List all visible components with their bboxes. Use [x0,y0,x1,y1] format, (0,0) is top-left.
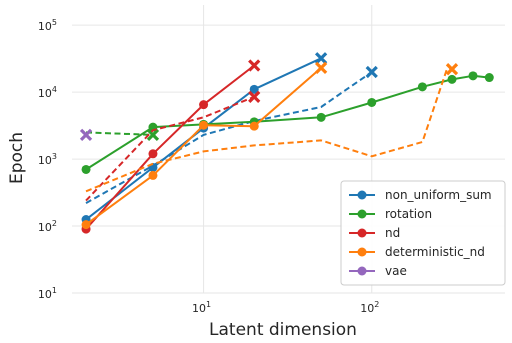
series-line [85,95,255,202]
x-tick-label: 102 [360,300,379,315]
series-4 [81,59,261,234]
series-3 [85,128,160,141]
y-tick-label-exponent: 1 [52,286,57,295]
legend-item: rotation [349,207,432,221]
data-point [249,84,259,94]
data-point [447,74,457,84]
series-line [85,71,373,204]
series-lines [79,52,494,234]
x-marker [314,52,328,65]
y-tick-label-exponent: 5 [52,18,57,27]
series-5 [85,90,261,202]
data-point [199,100,209,110]
series-6 [81,61,328,230]
y-tick-label-base: 10 [38,288,52,301]
x-tick-label-base: 10 [192,302,206,315]
legend-label: vae [385,264,407,278]
data-point [199,120,209,130]
y-tick-label: 102 [38,219,57,234]
legend-label: rotation [385,207,432,221]
series-line [85,74,490,171]
x-axis-label: Latent dimension [209,320,357,340]
legend-swatch-marker [357,266,367,276]
series-1 [85,65,378,204]
data-point [148,170,158,180]
data-point [81,164,91,174]
y-tick-label-base: 10 [38,221,52,234]
series-7 [85,63,459,193]
y-tick-label: 103 [38,152,57,167]
data-point [249,121,259,131]
y-tick-label: 104 [38,85,57,100]
series-line [85,131,154,136]
grid [72,5,505,294]
legend-swatch-marker [357,209,367,219]
data-point [417,82,427,92]
data-point [367,97,377,107]
legend-item: vae [349,264,407,278]
legend-item: deterministic_nd [349,245,485,259]
data-point [81,220,91,230]
x-marker [79,128,93,141]
legend-box [340,180,506,286]
x-tick-label-exponent: 2 [374,300,379,309]
legend-item: nd [349,226,400,240]
data-point [468,71,478,81]
y-tick-label-exponent: 3 [52,152,57,161]
legend-label: nd [385,226,400,240]
legend: non_uniform_sum rotation nd deterministic_n… [340,180,506,286]
legend-swatch-marker [357,190,367,200]
y-tick-label-base: 10 [38,154,52,167]
x-tick-label-exponent: 1 [206,300,211,309]
y-tick-label-base: 10 [38,87,52,100]
y-axis-label: Epoch [7,132,27,184]
series-8 [79,128,93,141]
legend-item: non_uniform_sum [349,188,492,202]
x-marker [248,90,261,103]
y-tick-label-exponent: 2 [52,219,57,228]
legend-swatch-marker [357,228,367,238]
legend-label: non_uniform_sum [385,188,492,202]
x-marker [445,63,459,76]
x-marker [248,59,261,72]
y-tick-label-base: 10 [38,20,52,33]
y-tick-label: 101 [38,286,57,301]
data-point [148,149,158,159]
x-tick-label-base: 10 [360,302,374,315]
series-line [85,68,452,193]
x-tick-label: 101 [192,300,211,315]
x-marker [314,61,328,75]
data-point [484,73,494,83]
x-marker [365,65,378,79]
legend-label: deterministic_nd [385,245,485,259]
legend-swatch-marker [357,247,367,257]
y-tick-label-exponent: 4 [52,85,57,94]
y-tick-label: 105 [38,18,57,33]
data-point [316,112,326,122]
series-line [85,64,255,230]
x-marker [146,128,160,141]
